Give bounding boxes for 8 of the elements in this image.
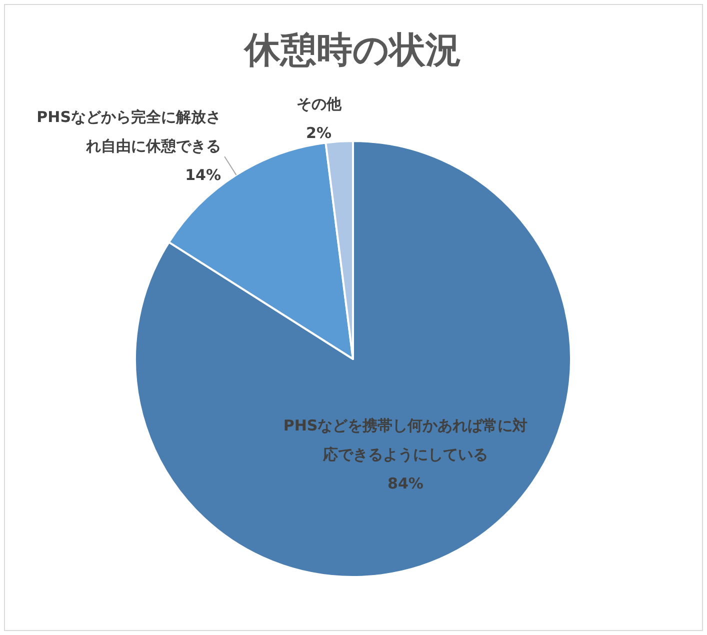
data-label: 84%	[388, 474, 424, 493]
slice-label: PHSなどを携帯し何かあれば常に対応できるようにしている	[283, 416, 528, 464]
slice-label: その他	[296, 95, 342, 114]
slice-label: PHSなどから完全に解放され自由に休憩できる	[36, 108, 222, 156]
data-label: 14%	[185, 166, 222, 184]
chart-title: 休憩時の状況	[242, 30, 462, 71]
data-label: 2%	[306, 124, 332, 142]
pie-slice	[134, 140, 572, 578]
